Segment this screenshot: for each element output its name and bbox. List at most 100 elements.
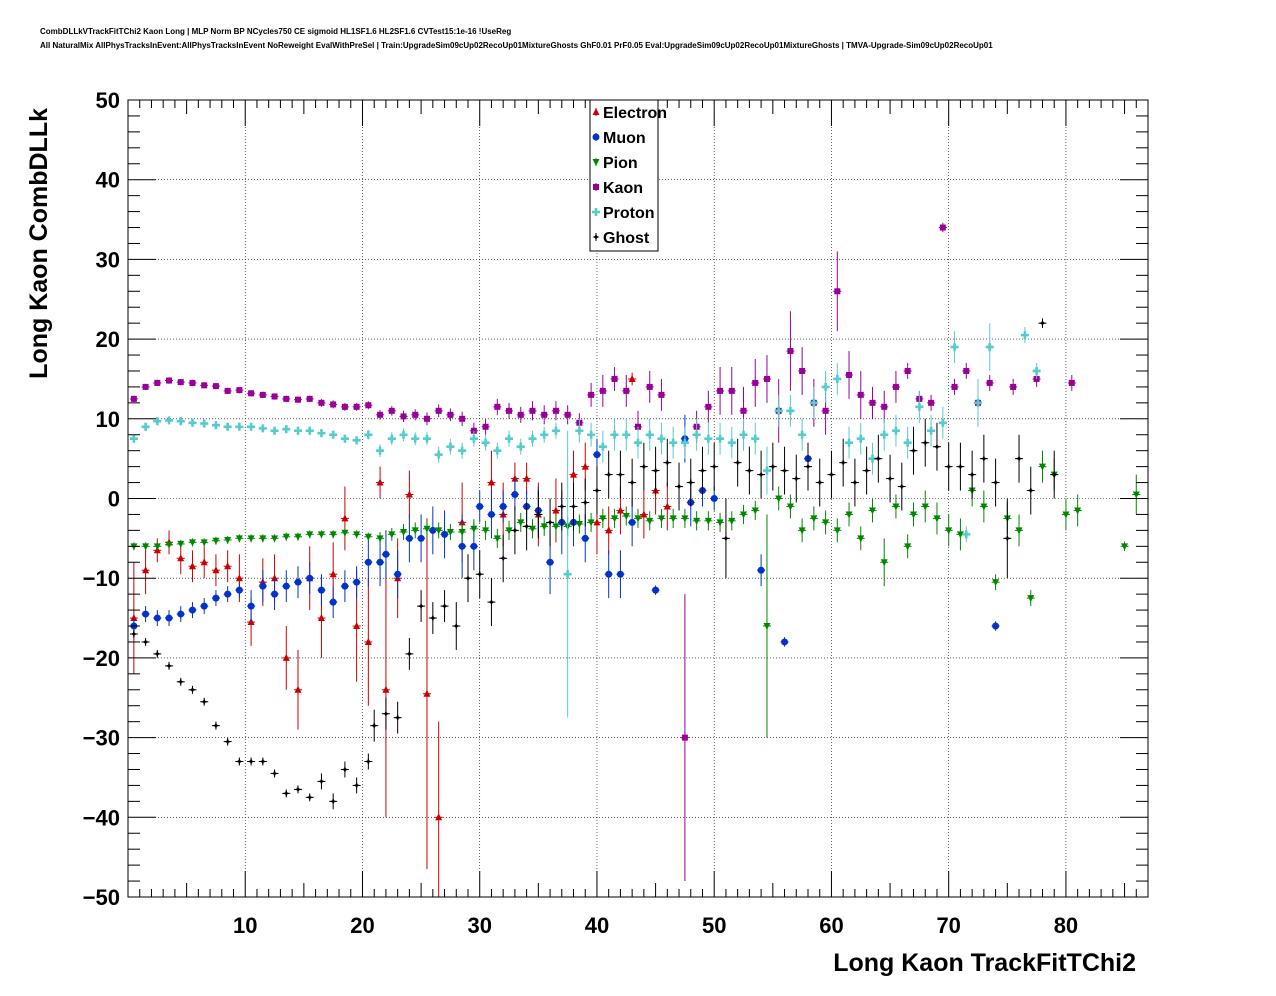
proton-point xyxy=(165,416,174,425)
proton-point xyxy=(610,418,619,451)
kaon-point xyxy=(176,378,185,386)
muon-marker xyxy=(628,518,636,526)
kaon-point xyxy=(891,370,900,403)
kaon-point xyxy=(258,391,267,399)
pion-point xyxy=(833,518,842,543)
pion-marker xyxy=(482,527,490,535)
pion-point xyxy=(921,490,930,523)
proton-marker xyxy=(563,570,572,579)
ghost-marker xyxy=(130,630,138,638)
pion-marker xyxy=(271,535,279,543)
electron-point xyxy=(376,466,385,499)
muon-marker xyxy=(353,578,361,586)
electron-marker xyxy=(142,566,150,574)
proton-point xyxy=(235,422,244,431)
proton-marker xyxy=(387,434,396,443)
ghost-marker xyxy=(722,534,730,542)
electron-marker xyxy=(271,574,279,582)
pion-marker xyxy=(587,519,595,527)
ghost-point xyxy=(768,442,777,491)
ghost-point xyxy=(270,769,279,778)
ghost-point xyxy=(364,753,373,770)
pion-point xyxy=(868,498,877,523)
ghost-point xyxy=(1015,434,1024,483)
pion-point xyxy=(399,524,408,540)
electron-point xyxy=(381,562,390,818)
ghost-point xyxy=(639,442,648,491)
ghost-point xyxy=(944,442,953,491)
ghost-marker xyxy=(804,463,812,471)
pion-point xyxy=(856,526,865,551)
pion-point xyxy=(165,540,174,549)
electron-marker xyxy=(341,514,349,522)
ghost-marker xyxy=(886,475,894,483)
proton-marker xyxy=(903,438,912,447)
kaon-point xyxy=(540,405,549,425)
ghost-point xyxy=(663,438,672,487)
proton-marker xyxy=(645,430,654,439)
pion-point xyxy=(575,514,584,534)
ghost-marker xyxy=(663,459,671,467)
electron-marker xyxy=(593,518,601,526)
kaon-point xyxy=(903,363,912,379)
ghost-point xyxy=(968,450,977,499)
proton-marker xyxy=(317,429,326,438)
proton-point xyxy=(903,426,912,459)
proton-point xyxy=(446,438,455,455)
pion-point xyxy=(657,508,666,528)
electron-marker xyxy=(570,470,578,478)
pion-marker xyxy=(446,528,454,536)
ghost-marker xyxy=(968,471,976,479)
ghost-point xyxy=(294,785,302,794)
proton-marker xyxy=(833,374,842,383)
pion-marker xyxy=(868,507,876,515)
proton-point xyxy=(751,422,760,455)
x-tick-label: 60 xyxy=(819,913,843,938)
kaon-marker xyxy=(834,288,841,295)
proton-marker xyxy=(493,446,502,455)
legend: Electron Muon Pion Kaon Proton Ghost xyxy=(589,99,667,252)
muon-marker xyxy=(317,586,325,594)
kaon-marker xyxy=(717,387,724,394)
ghost-point xyxy=(710,442,719,491)
pion-marker xyxy=(716,519,724,527)
x-tick-label: 70 xyxy=(936,913,960,938)
pion-point xyxy=(294,532,302,541)
ghost-marker xyxy=(464,574,472,582)
proton-marker xyxy=(587,430,596,439)
kaon-point xyxy=(762,355,771,403)
kaon-point xyxy=(481,418,490,435)
muon-point xyxy=(417,514,426,563)
pion-point xyxy=(247,534,256,543)
x-tick-label: 30 xyxy=(467,913,491,938)
ghost-point xyxy=(592,466,601,515)
pion-point xyxy=(469,519,478,539)
pion-marker xyxy=(177,540,185,548)
ghost-marker xyxy=(370,722,378,730)
ghost-point xyxy=(804,442,812,491)
ghost-point xyxy=(745,446,754,495)
proton-marker xyxy=(610,430,619,439)
ghost-point xyxy=(546,498,555,547)
pion-point xyxy=(1015,514,1024,547)
muon-point xyxy=(211,590,220,607)
electron-marker xyxy=(640,510,648,518)
ghost-point xyxy=(991,458,1000,507)
ghost-marker xyxy=(980,455,988,463)
pion-point xyxy=(434,522,443,539)
muon-point xyxy=(165,610,174,627)
pion-marker xyxy=(364,533,372,541)
proton-marker xyxy=(727,438,736,447)
ghost-point xyxy=(329,793,338,810)
pion-point xyxy=(317,530,326,539)
legend-label-kaon: Kaon xyxy=(603,180,643,197)
proton-point xyxy=(481,434,490,451)
proton-marker xyxy=(938,418,947,427)
ghost-point xyxy=(1038,318,1047,328)
pion-point xyxy=(774,486,783,511)
proton-point xyxy=(458,442,467,459)
muon-marker xyxy=(247,602,255,610)
pion-point xyxy=(903,534,912,559)
ghost-marker xyxy=(757,471,765,479)
kaon-marker xyxy=(423,415,430,422)
